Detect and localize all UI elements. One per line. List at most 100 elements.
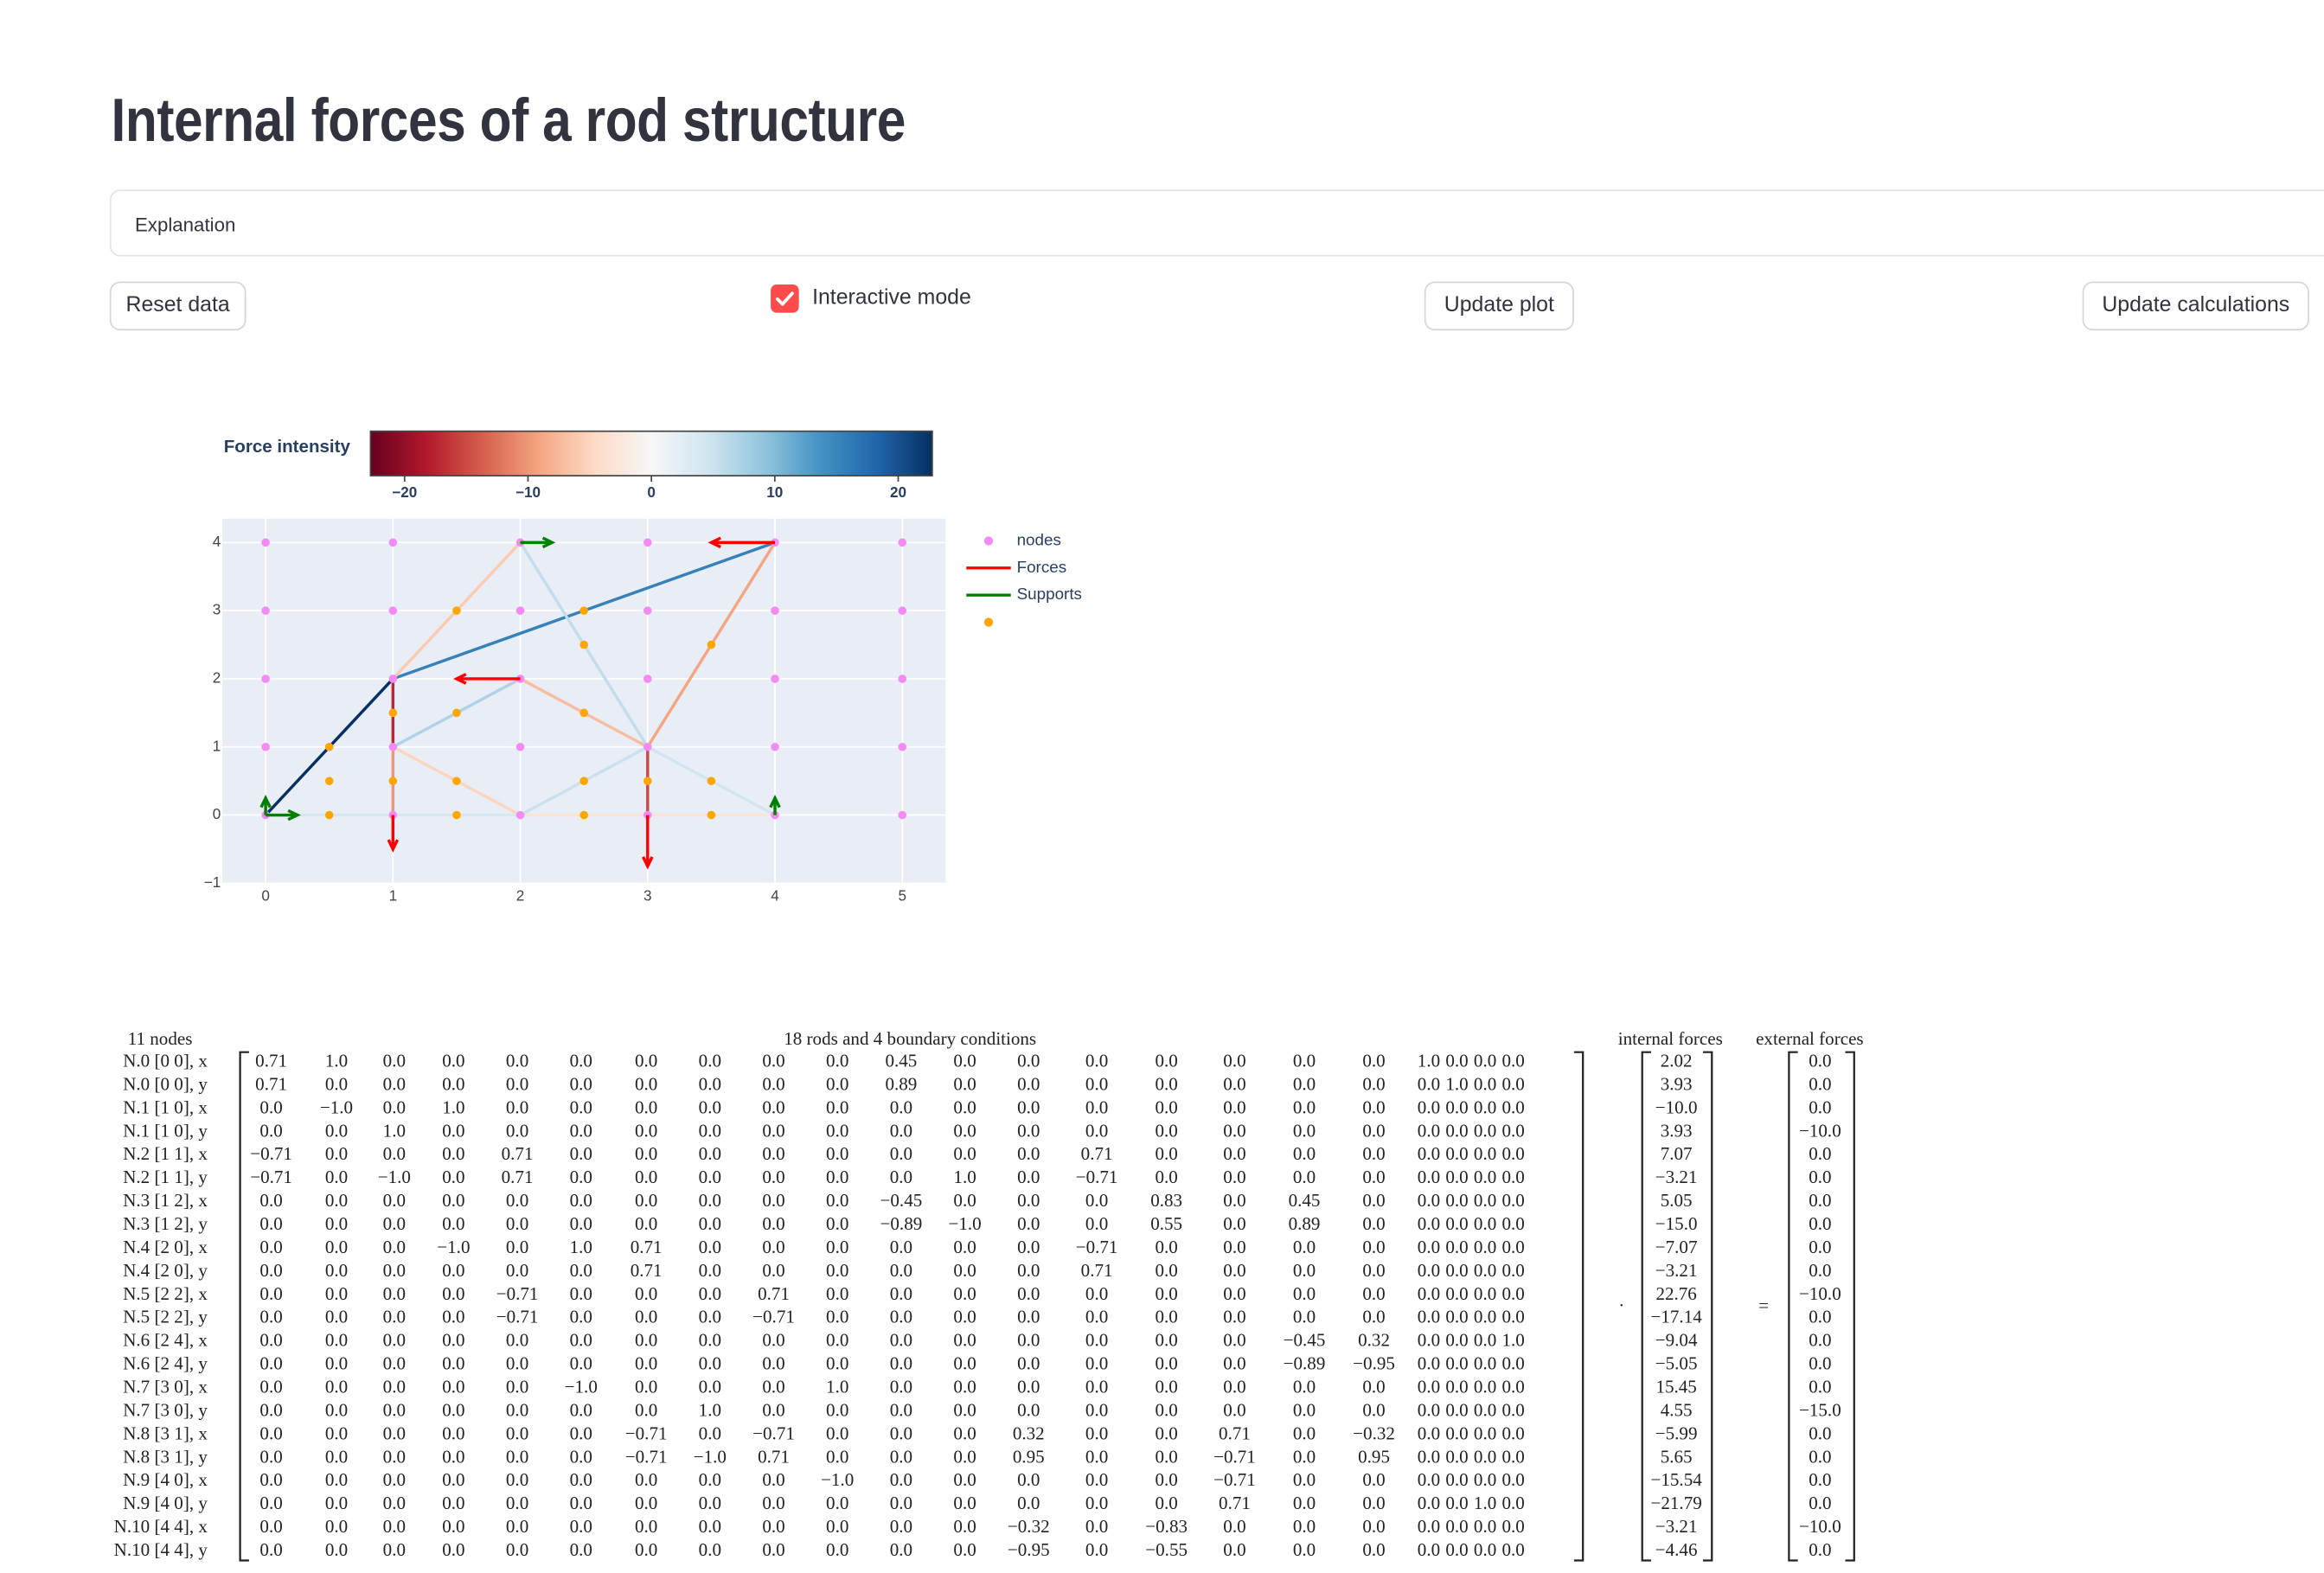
matrix-cell: 0.0 <box>953 1446 976 1467</box>
matrix-cell: 0.0 <box>506 1190 528 1211</box>
checkbox[interactable] <box>771 285 799 313</box>
matrix-cell: 0.0 <box>1155 1330 1177 1351</box>
node <box>643 742 652 751</box>
external-force: 0.0 <box>1809 1493 1831 1513</box>
legend-marker <box>983 536 994 546</box>
matrix-cell: 0.0 <box>762 1167 784 1187</box>
matrix-cell: 0.0 <box>570 1399 592 1420</box>
matrix-cell: 0.0 <box>1085 1051 1108 1071</box>
matrix-cell: 0.0 <box>1155 1446 1177 1467</box>
matrix-cell: 0.0 <box>259 1330 282 1351</box>
matrix-cell: 0.0 <box>1223 1377 1245 1397</box>
matrix-cell: 0.0 <box>570 1073 592 1094</box>
matrix-cell: 0.0 <box>762 1469 784 1490</box>
matrix-cell: 0.0 <box>1501 1051 1524 1071</box>
node <box>771 606 779 615</box>
matrix-cell: 0.0 <box>1017 1493 1040 1513</box>
row-label: N.1 [1 0], x <box>123 1097 208 1117</box>
node <box>515 742 525 751</box>
matrix-cell: 0.0 <box>383 1307 406 1327</box>
checkbox-label[interactable]: Interactive mode <box>812 285 971 310</box>
node <box>898 606 907 615</box>
force-arrow-head <box>453 673 467 685</box>
row-label: N.0 [0 0], x <box>123 1051 208 1071</box>
matrix-cell: 0.0 <box>1017 1377 1040 1397</box>
matrix-cell: 0.0 <box>1085 1423 1108 1443</box>
matrix-cell: 0.0 <box>383 1493 406 1513</box>
matrix-cell: 0.0 <box>1474 1283 1496 1304</box>
matrix-cell: 0.0 <box>506 1446 528 1467</box>
rod-midpoint <box>579 606 588 615</box>
matrix-cell: 0.0 <box>1017 1051 1040 1071</box>
check-mark <box>775 291 794 306</box>
matrix-cell: 0.0 <box>826 1143 848 1164</box>
matrix-cell: 0.0 <box>890 1143 912 1164</box>
external-force: 0.0 <box>1809 1307 1831 1327</box>
matrix-cell: 0.0 <box>762 1120 784 1141</box>
matrix-cell: 0.0 <box>762 1097 784 1117</box>
matrix-cell: 0.0 <box>826 1120 848 1141</box>
matrix-cell: 0.0 <box>826 1283 848 1304</box>
matrix-cell: 0.0 <box>442 1446 464 1467</box>
support-arrow <box>266 809 301 822</box>
matrix-cell: 0.0 <box>1223 1516 1245 1537</box>
update-plot-button[interactable]: Update plot <box>1424 281 1574 331</box>
matrix-cell: 0.0 <box>1155 1283 1177 1304</box>
matrix-cell: 0.0 <box>1362 1307 1385 1327</box>
matrix-cell: 0.0 <box>1085 1493 1108 1513</box>
internal-force: −21.79 <box>1650 1493 1701 1513</box>
matrix-cell: 0.0 <box>1362 1493 1385 1513</box>
matrix-cell: 0.0 <box>325 1120 348 1141</box>
update-calculations-button[interactable]: Update calculations <box>2082 281 2309 331</box>
row-label: N.4 [2 0], y <box>123 1260 208 1281</box>
colorbar-tick-label: −10 <box>515 483 541 501</box>
rod-midpoint <box>452 810 461 820</box>
matrix-cell: 0.0 <box>442 1399 464 1420</box>
matrix-cell: 0.0 <box>635 1213 657 1234</box>
row-label: N.3 [1 2], y <box>123 1213 208 1234</box>
matrix-cell: 0.0 <box>570 1051 592 1071</box>
matrix-cell: 0.0 <box>1085 1516 1108 1537</box>
internal-force: −3.21 <box>1655 1516 1698 1537</box>
external-force: 0.0 <box>1809 1539 1831 1560</box>
x-tick-label: 4 <box>771 886 779 904</box>
matrix-cell: 0.0 <box>1474 1423 1496 1443</box>
matrix-cell: 0.0 <box>1501 1516 1524 1537</box>
matrix-cell: 0.0 <box>1293 1307 1316 1327</box>
matrix-cell: −0.32 <box>1353 1423 1395 1443</box>
matrix-cell: 0.0 <box>1223 1167 1245 1187</box>
matrix-cell: 0.0 <box>1445 1446 1468 1467</box>
matrix-cell: 0.83 <box>1150 1190 1182 1211</box>
matrix-cell: 0.71 <box>502 1143 534 1164</box>
matrix-cell: 0.0 <box>699 1330 721 1351</box>
support-arrow <box>769 794 781 815</box>
rod-midpoint <box>452 606 461 615</box>
matrix-cell: 0.0 <box>1223 1283 1245 1304</box>
matrix-cell: 0.0 <box>1474 1167 1496 1187</box>
matrix-cell: 0.0 <box>1445 1213 1468 1234</box>
matrix-cell: 0.0 <box>325 1307 348 1327</box>
expander[interactable]: Explanation <box>109 189 2324 257</box>
row-label: N.5 [2 2], x <box>123 1283 208 1304</box>
matrix-cell: 0.0 <box>762 1143 784 1164</box>
internal-force: −4.46 <box>1655 1539 1698 1560</box>
matrix-cell: 0.0 <box>506 1469 528 1490</box>
matrix-cell: 0.0 <box>953 1516 976 1537</box>
matrix-cell: 0.0 <box>259 1120 282 1141</box>
matrix-cell: 0.0 <box>1501 1307 1524 1327</box>
internal-force: −9.04 <box>1655 1330 1698 1351</box>
matrix-cell: 0.0 <box>699 1516 721 1537</box>
matrix-cell: 0.0 <box>1445 1167 1468 1187</box>
matrix-cell: 0.0 <box>1362 1283 1385 1304</box>
matrix-cell: 0.0 <box>953 1260 976 1281</box>
matrix-cell: 0.0 <box>1445 1260 1468 1281</box>
reset-button[interactable]: Reset data <box>109 281 246 331</box>
external-force: 0.0 <box>1809 1260 1831 1281</box>
matrix-cell: 0.0 <box>699 1377 721 1397</box>
matrix-cell: 0.0 <box>1362 1190 1385 1211</box>
matrix-cell: 0.0 <box>953 1073 976 1094</box>
matrix-cell: 0.0 <box>1085 1469 1108 1490</box>
matrix-cell: 0.0 <box>1501 1073 1524 1094</box>
matrix-cell: 0.0 <box>1293 1516 1316 1537</box>
support-arrow-head <box>259 794 272 809</box>
